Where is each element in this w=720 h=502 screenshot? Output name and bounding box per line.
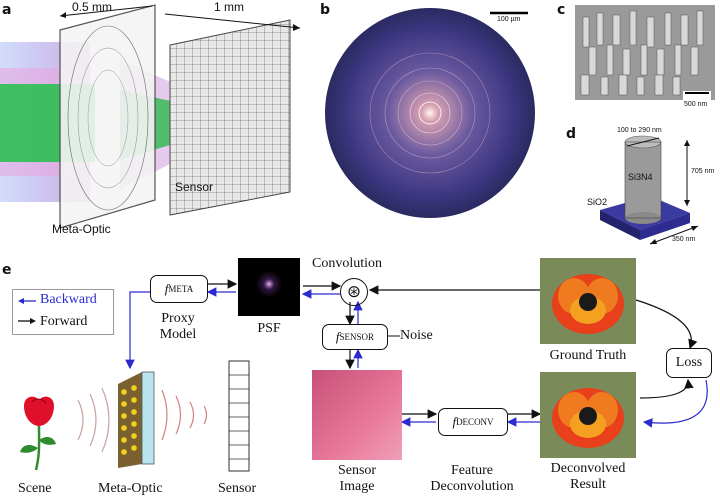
sensor-label: Sensor	[218, 481, 257, 496]
sensor-image-label: Sensor Image	[312, 463, 402, 495]
psf-micrograph	[325, 8, 535, 218]
dimension-label-left: 0.5 mm	[72, 0, 113, 14]
convolution-operator: ⊛	[340, 278, 368, 306]
sensor-image-line1: Sensor	[337, 463, 377, 478]
panel-d-letter: d	[566, 126, 577, 142]
scalebar-b: 100 µm	[497, 16, 521, 23]
f-sensor-sub: SENSOR	[339, 332, 375, 342]
panel-e-letter: e	[2, 262, 12, 278]
proxy-model-line1: Proxy	[161, 311, 195, 326]
panel-c-letter: c	[557, 2, 566, 18]
f-sensor-box: f SENSOR	[322, 324, 388, 350]
loss-label: Loss	[675, 355, 703, 370]
f-sensor-symbol: f	[335, 329, 340, 344]
noise-label: Noise	[400, 328, 433, 343]
legend	[12, 289, 114, 335]
panel-a-letter: a	[2, 2, 12, 18]
legend-forward: Forward	[40, 314, 88, 329]
ground-truth-image	[540, 258, 636, 344]
legend-backward-arrow	[18, 298, 36, 304]
deconvolved-image	[540, 372, 636, 458]
pillar-diameter-label: 100 to 290 nm	[617, 127, 662, 134]
scene-label: Scene	[18, 481, 52, 496]
metaoptic-label: Meta-Optic	[98, 481, 163, 496]
metaoptic-element	[118, 371, 155, 468]
sensor-image	[312, 370, 402, 460]
legend-forward-arrow	[18, 318, 36, 324]
f-meta-symbol: f	[164, 281, 169, 296]
pitch-label: 350 nm	[672, 236, 696, 243]
panel-b-letter: b	[320, 2, 331, 18]
convolution-symbol: ⊛	[346, 282, 362, 301]
f-meta-sub: META	[168, 284, 194, 294]
f-deconv-symbol: f	[452, 414, 457, 429]
proxy-model-label: Proxy Model	[146, 311, 210, 343]
pillar-material-label: Si3N4	[628, 172, 653, 182]
rose-icon	[20, 396, 56, 471]
convolution-label: Convolution	[312, 256, 383, 271]
panel-a-illustration	[0, 4, 301, 229]
loss-box: Loss	[666, 348, 712, 378]
sensor-image-line2: Image	[339, 479, 375, 494]
scalebar-c: 500 nm	[684, 101, 708, 108]
label-sensor-a: Sensor	[175, 180, 214, 194]
legend-backward: Backward	[40, 292, 97, 307]
feature-deconvolution-label: Feature Deconvolution	[412, 463, 532, 495]
dimension-label-right: 1 mm	[214, 0, 244, 14]
label-metaoptic-a: Meta-Optic	[52, 222, 111, 236]
psf-image	[238, 258, 300, 316]
sem-image	[575, 5, 715, 100]
substrate-material-label: SiO2	[587, 197, 608, 207]
f-deconv-box: f DECONV	[438, 408, 508, 436]
proxy-model-line2: Model	[159, 327, 197, 342]
pillar-height-label: 705 nm	[691, 168, 715, 175]
psf-label: PSF	[257, 321, 281, 336]
ground-truth-label: Ground Truth	[549, 348, 627, 363]
feature-deconv-line2: Deconvolution	[430, 479, 514, 494]
sensor-strip	[228, 360, 250, 472]
nanopillar-diagram	[600, 135, 699, 245]
deconvolved-result-label: Deconvolved Result	[528, 461, 648, 493]
f-deconv-sub: DECONV	[456, 417, 494, 427]
feature-deconv-line1: Feature	[451, 463, 493, 478]
deconvolved-line2: Result	[570, 477, 606, 492]
flow-arrows	[77, 279, 708, 453]
deconvolved-line1: Deconvolved	[550, 461, 626, 476]
f-meta-box: f META	[150, 275, 208, 303]
